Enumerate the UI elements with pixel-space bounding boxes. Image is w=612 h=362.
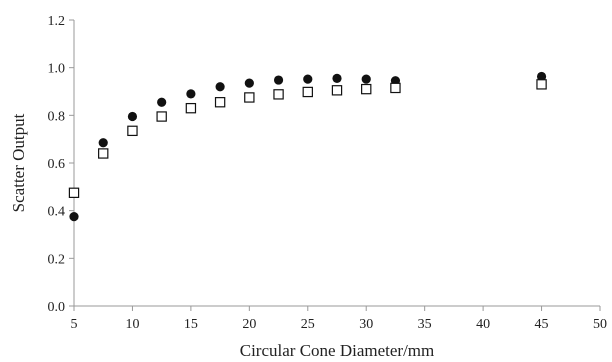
filled-circle-point	[536, 71, 547, 82]
x-ticks: 5 10 15 20 25 30 35 40 45 50	[71, 306, 607, 332]
y-tick-label: 0.2	[48, 252, 66, 267]
filled-circle-point	[215, 82, 225, 92]
open-square-point	[98, 148, 109, 159]
data-points	[68, 71, 547, 222]
x-tick-label: 10	[125, 317, 139, 332]
y-ticks: 0.0 0.2 0.4 0.6 0.8 1.0 1.2	[48, 14, 74, 315]
y-axis-title: Scatter Output	[9, 113, 28, 212]
open-square-point	[331, 85, 343, 96]
x-tick-label: 5	[71, 317, 78, 332]
y-tick-label: 1.2	[48, 14, 66, 29]
open-square-point	[361, 83, 372, 95]
x-tick-label: 20	[242, 317, 256, 332]
y-tick-label: 1.0	[48, 62, 66, 77]
y-tick-label: 0.6	[48, 157, 66, 172]
filled-circle-point	[332, 73, 342, 83]
x-axis-title: Circular Cone Diameter/mm	[240, 341, 435, 360]
filled-circle-point	[361, 74, 371, 84]
x-tick-label: 50	[593, 317, 607, 332]
filled-circle-point	[98, 138, 108, 148]
open-square-point	[244, 92, 255, 103]
filled-circle-point	[186, 89, 196, 99]
filled-circle-point	[244, 78, 254, 88]
open-square-point	[536, 79, 547, 90]
filled-circle-point	[127, 111, 138, 122]
axes	[73, 20, 600, 307]
open-square-point	[390, 82, 401, 94]
open-square-point	[156, 111, 167, 122]
y-tick-label: 0.0	[48, 300, 66, 315]
y-tick-label: 0.8	[48, 109, 66, 124]
x-tick-label: 35	[418, 317, 432, 332]
filled-circle-point	[157, 97, 167, 107]
open-square-point	[68, 187, 80, 198]
x-tick-label: 25	[301, 317, 315, 332]
open-square-point	[185, 102, 197, 114]
y-tick-label: 0.4	[48, 205, 66, 220]
filled-circle-point	[273, 75, 284, 85]
open-square-point	[273, 89, 284, 100]
open-square-point	[127, 125, 138, 137]
filled-circle-point	[303, 74, 313, 84]
x-tick-label: 30	[359, 317, 373, 332]
x-tick-label: 40	[476, 317, 490, 332]
open-square-point	[214, 97, 226, 108]
filled-circle-point	[69, 212, 79, 222]
x-tick-label: 15	[184, 317, 198, 332]
open-square-point	[302, 86, 313, 98]
x-tick-label: 45	[535, 317, 549, 332]
